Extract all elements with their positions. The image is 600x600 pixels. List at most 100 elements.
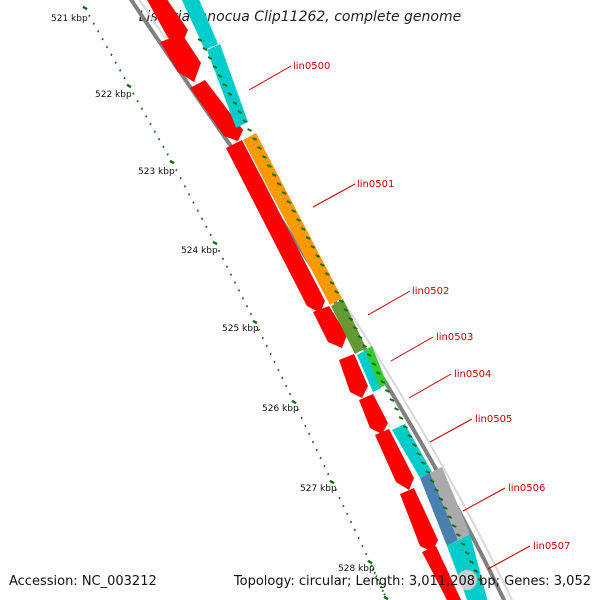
reverse-gene-arrow [160, 34, 201, 82]
gene-track-tick [202, 47, 208, 51]
highlight-blob [457, 570, 477, 590]
kbp-label: 528 kbp [338, 564, 375, 574]
gene-track-tick [222, 83, 228, 87]
map-title: Listeria innocua Clip11262, complete gen… [138, 9, 462, 25]
gene-track-tick [232, 101, 238, 105]
kbp-minor-tick [277, 368, 280, 372]
gene-track-tick [407, 434, 413, 438]
kbp-major-tick [82, 5, 88, 11]
kbp-minor-tick [376, 578, 380, 582]
kbp-minor-tick [327, 472, 330, 476]
gene-track-tick [252, 137, 258, 141]
gene-track-tick [310, 245, 316, 249]
gene-label[interactable]: lin0504 [454, 369, 491, 380]
kbp-minor-tick [92, 22, 95, 25]
gene-track-tick [438, 497, 444, 501]
kbp-minor-tick [217, 249, 221, 253]
kbp-major-tick [212, 240, 218, 246]
kbp-minor-tick [265, 344, 268, 348]
gene-track-tick [394, 407, 399, 411]
kbp-label: 522 kbp [95, 90, 132, 100]
gene-label[interactable]: lin0506 [508, 483, 545, 494]
kbp-minor-tick [241, 297, 245, 300]
gene-track-tick [305, 236, 311, 240]
kbp-minor-tick [288, 392, 292, 396]
kbp-minor-tick [149, 122, 152, 126]
gene-track-tick [375, 371, 381, 375]
reverse-gene-arrow [147, 0, 188, 44]
gene-track-tick [276, 182, 282, 186]
kbp-minor-tick [233, 281, 237, 284]
gene-track-tick [411, 443, 417, 447]
kbp-minor-tick [285, 384, 288, 388]
forward-gene-orange [243, 133, 342, 305]
kbp-minor-tick [237, 289, 241, 292]
kbp-minor-tick [101, 37, 104, 41]
kbp-minor-tick [261, 336, 264, 340]
kbp-minor-tick [378, 582, 381, 585]
kbp-major-tick [291, 399, 297, 405]
kbp-major-tick [169, 159, 175, 165]
kbp-scale-track [82, 5, 483, 600]
gene-track-tick [338, 299, 344, 303]
gene-label[interactable]: lin0505 [475, 414, 512, 425]
gene-track-tick [434, 488, 439, 492]
gene-track-tick [286, 200, 292, 204]
gene-label[interactable]: lin0507 [533, 541, 570, 552]
gene-track-tick [366, 353, 372, 357]
forward-gene-cyan [181, 0, 218, 50]
gene-track-tick [384, 389, 390, 393]
gene-track-tick [319, 263, 325, 267]
kbp-label: 526 kbp [262, 404, 299, 414]
gene-track-tick [266, 164, 272, 168]
leader-line [390, 336, 434, 362]
kbp-minor-tick [196, 209, 199, 212]
gene-track-tick [197, 38, 203, 42]
kbp-minor-tick [338, 496, 341, 500]
reverse-strand-genes [147, 0, 462, 600]
kbp-minor-tick [188, 193, 191, 196]
gene-track-tick [237, 110, 243, 114]
kbp-label: 523 kbp [138, 167, 175, 177]
kbp-minor-tick [175, 168, 178, 172]
kbp-minor-tick [349, 520, 353, 524]
kbp-minor-tick [375, 575, 378, 578]
kbp-label: 525 kbp [222, 324, 259, 334]
kbp-minor-tick [145, 115, 148, 118]
kbp-minor-tick [136, 99, 139, 103]
forward-gene-cyan [207, 44, 248, 128]
gene-label[interactable]: lin0503 [436, 332, 473, 343]
reverse-gene-arrow [339, 354, 368, 398]
kbp-minor-tick [273, 360, 276, 364]
gene-track-tick [352, 326, 358, 330]
forward-gene-cyan [447, 534, 488, 600]
leader-line [248, 65, 292, 91]
reverse-gene-arrow [375, 429, 414, 490]
gene-track-tick [296, 218, 301, 222]
kbp-minor-tick [140, 107, 144, 111]
kbp-minor-tick [269, 352, 272, 356]
gene-track-tick [442, 506, 448, 510]
gene-label[interactable]: lin0502 [412, 286, 449, 297]
kbp-minor-tick [162, 145, 165, 149]
gene-track-tick [425, 470, 431, 474]
gene-track-tick [212, 65, 218, 69]
gene-label[interactable]: lin0501 [357, 179, 394, 190]
kbp-minor-tick [119, 69, 122, 72]
gene-label[interactable]: lin0500 [293, 61, 330, 72]
gene-track-tick [473, 569, 479, 573]
kbp-minor-tick [308, 432, 311, 436]
reverse-gene-arrow [226, 140, 325, 313]
gene-track-tick [389, 398, 395, 402]
gene-track-tick [324, 272, 330, 276]
kbp-minor-tick [229, 273, 233, 276]
kbp-minor-tick [166, 153, 169, 156]
gene-track-tick [460, 542, 466, 546]
leader-line [367, 290, 411, 316]
gene-track-tick [398, 416, 404, 420]
kbp-minor-tick [334, 488, 337, 492]
kbp-minor-tick [311, 440, 315, 444]
kbp-minor-tick [88, 14, 91, 18]
